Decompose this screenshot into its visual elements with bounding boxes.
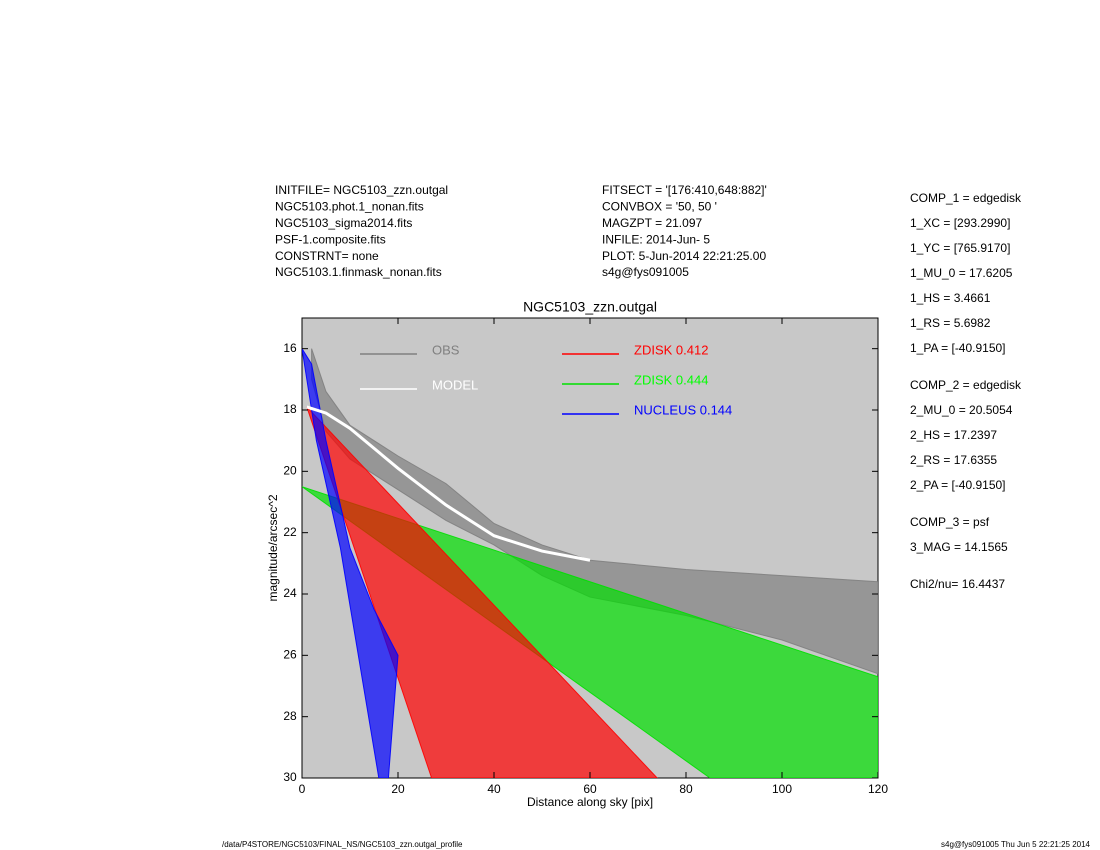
fit-parameter: 1_RS = 5.6982 xyxy=(910,316,991,330)
fit-parameter: COMP_2 = edgedisk xyxy=(910,378,1022,392)
header-line: CONSTRNT= none xyxy=(275,249,379,263)
fit-parameter: 1_XC = [293.2990] xyxy=(910,216,1010,230)
x-tick-label: 0 xyxy=(299,782,306,796)
fit-parameter: 2_MU_0 = 20.5054 xyxy=(910,403,1013,417)
header-line: FITSECT = '[176:410,648:882]' xyxy=(602,183,767,197)
fit-parameter: 2_RS = 17.6355 xyxy=(910,453,997,467)
y-tick-label: 20 xyxy=(283,464,297,478)
header-line: NGC5103.phot.1_nonan.fits xyxy=(275,200,424,214)
fit-parameter: 1_MU_0 = 17.6205 xyxy=(910,266,1013,280)
fit-parameter: 3_MAG = 14.1565 xyxy=(910,540,1008,554)
fit-parameter: Chi2/nu= 16.4437 xyxy=(910,577,1005,591)
fit-parameter: 1_HS = 3.4661 xyxy=(910,291,991,305)
y-axis-label: magnitude/arcsec^2 xyxy=(266,494,280,601)
component-cloud xyxy=(302,348,399,778)
fit-parameter: 2_HS = 17.2397 xyxy=(910,428,997,442)
legend-label: OBS xyxy=(432,342,460,357)
y-tick-label: 30 xyxy=(283,770,297,784)
x-tick-label: 120 xyxy=(868,782,888,796)
x-axis-label: Distance along sky [pix] xyxy=(527,795,653,809)
header-line: s4g@fys091005 xyxy=(602,265,689,279)
component-cloud xyxy=(311,348,878,675)
fit-parameter: 1_PA = [-40.9150] xyxy=(910,341,1006,355)
footer-stamp: s4g@fys091005 Thu Jun 5 22:21:25 2014 xyxy=(941,840,1091,849)
x-tick-label: 60 xyxy=(583,782,597,796)
y-tick-label: 16 xyxy=(283,341,297,355)
y-tick-label: 18 xyxy=(283,402,297,416)
x-tick-label: 20 xyxy=(391,782,405,796)
fit-parameter: COMP_1 = edgedisk xyxy=(910,191,1022,205)
legend-label: ZDISK 0.444 xyxy=(634,372,708,387)
header-line: NGC5103.1.finmask_nonan.fits xyxy=(275,265,442,279)
fit-parameter: 2_PA = [-40.9150] xyxy=(910,478,1006,492)
chart-title: NGC5103_zzn.outgal xyxy=(523,299,657,315)
legend-label: ZDISK 0.412 xyxy=(634,342,708,357)
legend-label: NUCLEUS 0.144 xyxy=(634,402,732,417)
y-tick-label: 22 xyxy=(283,525,297,539)
x-tick-label: 80 xyxy=(679,782,693,796)
plot-layer xyxy=(302,348,878,778)
header-line: CONVBOX = '50, 50 ' xyxy=(602,200,717,214)
header-line: MAGZPT = 21.097 xyxy=(602,216,702,230)
header-line: PLOT: 5-Jun-2014 22:21:25.00 xyxy=(602,249,766,263)
model-line xyxy=(306,405,591,562)
footer-path: /data/P4STORE/NGC5103/FINAL_NS/NGC5103_z… xyxy=(222,840,463,849)
x-tick-label: 100 xyxy=(772,782,792,796)
header-line: NGC5103_sigma2014.fits xyxy=(275,216,412,230)
x-tick-label: 40 xyxy=(487,782,501,796)
header-line: INFILE: 2014-Jun- 5 xyxy=(602,232,710,246)
header-line: PSF-1.composite.fits xyxy=(275,232,386,246)
legend-label: MODEL xyxy=(432,377,478,392)
y-tick-label: 26 xyxy=(283,648,297,662)
component-cloud xyxy=(306,406,658,778)
y-tick-label: 24 xyxy=(283,586,297,600)
fit-parameter: COMP_3 = psf xyxy=(910,515,990,529)
header-line: INITFILE= NGC5103_zzn.outgal xyxy=(275,183,448,197)
y-tick-label: 28 xyxy=(283,709,297,723)
fit-parameter: 1_YC = [765.9170] xyxy=(910,241,1010,255)
